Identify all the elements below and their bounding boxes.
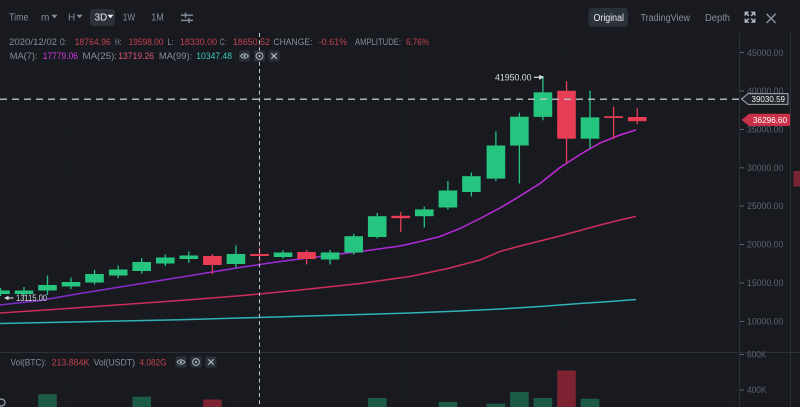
svg-text:C:: C: [220, 37, 226, 48]
svg-text:MA(7):: MA(7): [10, 51, 38, 62]
svg-text:MA(99):: MA(99): [159, 51, 192, 62]
svg-text:MA(25):: MA(25): [83, 51, 118, 62]
svg-text:m: m [41, 13, 49, 24]
svg-text:-0.61%: -0.61% [319, 37, 348, 48]
svg-text:TradingView: TradingView [641, 13, 691, 24]
svg-text:H:: H: [115, 37, 122, 48]
svg-text:213.884K: 213.884K [52, 357, 90, 368]
svg-text:18650,52: 18650,52 [233, 37, 270, 48]
svg-text:Original: Original [594, 13, 625, 24]
svg-text:10347.48: 10347.48 [196, 51, 232, 62]
svg-text:H: H [68, 13, 75, 24]
svg-text:39030.59: 39030.59 [752, 94, 786, 104]
svg-text:1M: 1M [151, 13, 164, 24]
svg-text:40000.00: 40000.00 [747, 86, 783, 96]
svg-text:13719.26: 13719.26 [118, 51, 154, 62]
svg-text:6.76%: 6.76% [406, 37, 429, 48]
svg-text:L:: L: [168, 37, 174, 48]
svg-text:O:: O: [60, 37, 67, 48]
svg-text:3D: 3D [95, 13, 108, 24]
svg-text:20000.00: 20000.00 [747, 240, 783, 250]
svg-text:Depth: Depth [705, 13, 730, 24]
svg-text:35000.00: 35000.00 [747, 125, 783, 135]
svg-text:13115.00: 13115.00 [16, 293, 47, 303]
svg-text:AMPLITUDE:: AMPLITUDE: [355, 37, 401, 48]
svg-text:Vol(BTC):: Vol(BTC): [11, 357, 47, 368]
svg-text:36296.60: 36296.60 [753, 115, 787, 125]
svg-text:45000.00: 45000.00 [747, 48, 783, 58]
svg-text:600K: 600K [747, 350, 767, 360]
svg-text:4.082G: 4.082G [140, 357, 167, 368]
svg-text:2020/12/02: 2020/12/02 [9, 37, 57, 48]
svg-text:Time: Time [9, 13, 29, 24]
svg-text:30000.00: 30000.00 [747, 163, 783, 173]
svg-text:CHANGE:: CHANGE: [273, 37, 312, 48]
svg-text:19598.00: 19598.00 [129, 37, 164, 48]
svg-text:18764.96: 18764.96 [75, 37, 111, 48]
svg-text:Vol(USDT): Vol(USDT) [94, 357, 135, 368]
svg-text:41950.00: 41950.00 [495, 73, 532, 83]
svg-text:18330.00: 18330.00 [180, 37, 217, 48]
svg-text:1W: 1W [123, 13, 136, 24]
svg-text:15000.00: 15000.00 [747, 278, 783, 288]
svg-text:17779.06: 17779.06 [43, 51, 78, 62]
svg-text:400K: 400K [747, 385, 767, 395]
svg-text:25000.00: 25000.00 [747, 201, 783, 211]
svg-text:10000.00: 10000.00 [747, 317, 783, 327]
